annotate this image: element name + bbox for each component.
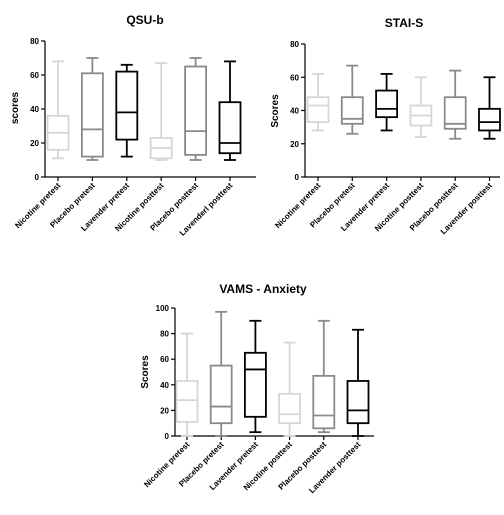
y-axis-label: scores [10,91,21,124]
box-iqr [346,380,370,425]
y-tick-label: 0 [295,173,300,182]
box-iqr [175,380,199,423]
y-tick-label: 40 [290,107,299,116]
box-iqr [81,72,104,158]
box-iqr [209,364,233,425]
y-tick-label: 60 [290,73,299,82]
box-iqr [184,65,208,156]
y-tick-label: 20 [160,406,169,415]
box-iqr [218,101,242,155]
y-tick-label: 40 [30,105,39,114]
y-tick-label: 60 [30,71,39,80]
chart-title: QSU-b [126,13,163,27]
y-tick-label: 100 [156,304,170,313]
box-iqr [312,374,336,430]
box-iqr [278,392,302,425]
chart-title: STAI-S [385,16,423,30]
y-tick-label: 0 [35,173,40,182]
box-iqr [243,351,267,418]
y-axis-label: Scores [140,355,151,389]
box-iqr [478,107,501,132]
box-iqr [340,96,364,125]
y-tick-label: 80 [160,330,169,339]
chart-vams-anxiety: VAMS - Anxiety Scores 020406080100Nicoti… [140,282,374,495]
y-tick-label: 20 [30,139,39,148]
y-tick-label: 40 [160,381,169,390]
y-tick-label: 80 [290,40,299,49]
box-iqr [306,96,330,124]
y-tick-label: 60 [160,355,169,364]
y-tick-label: 20 [290,140,299,149]
y-axis-label: Scores [270,94,281,128]
chart-title: VAMS - Anxiety [219,282,307,296]
box-iqr [443,96,467,130]
y-tick-label: 80 [30,37,39,46]
box-iqr [375,89,399,119]
y-tick-label: 0 [165,432,170,441]
box-iqr [115,70,139,141]
